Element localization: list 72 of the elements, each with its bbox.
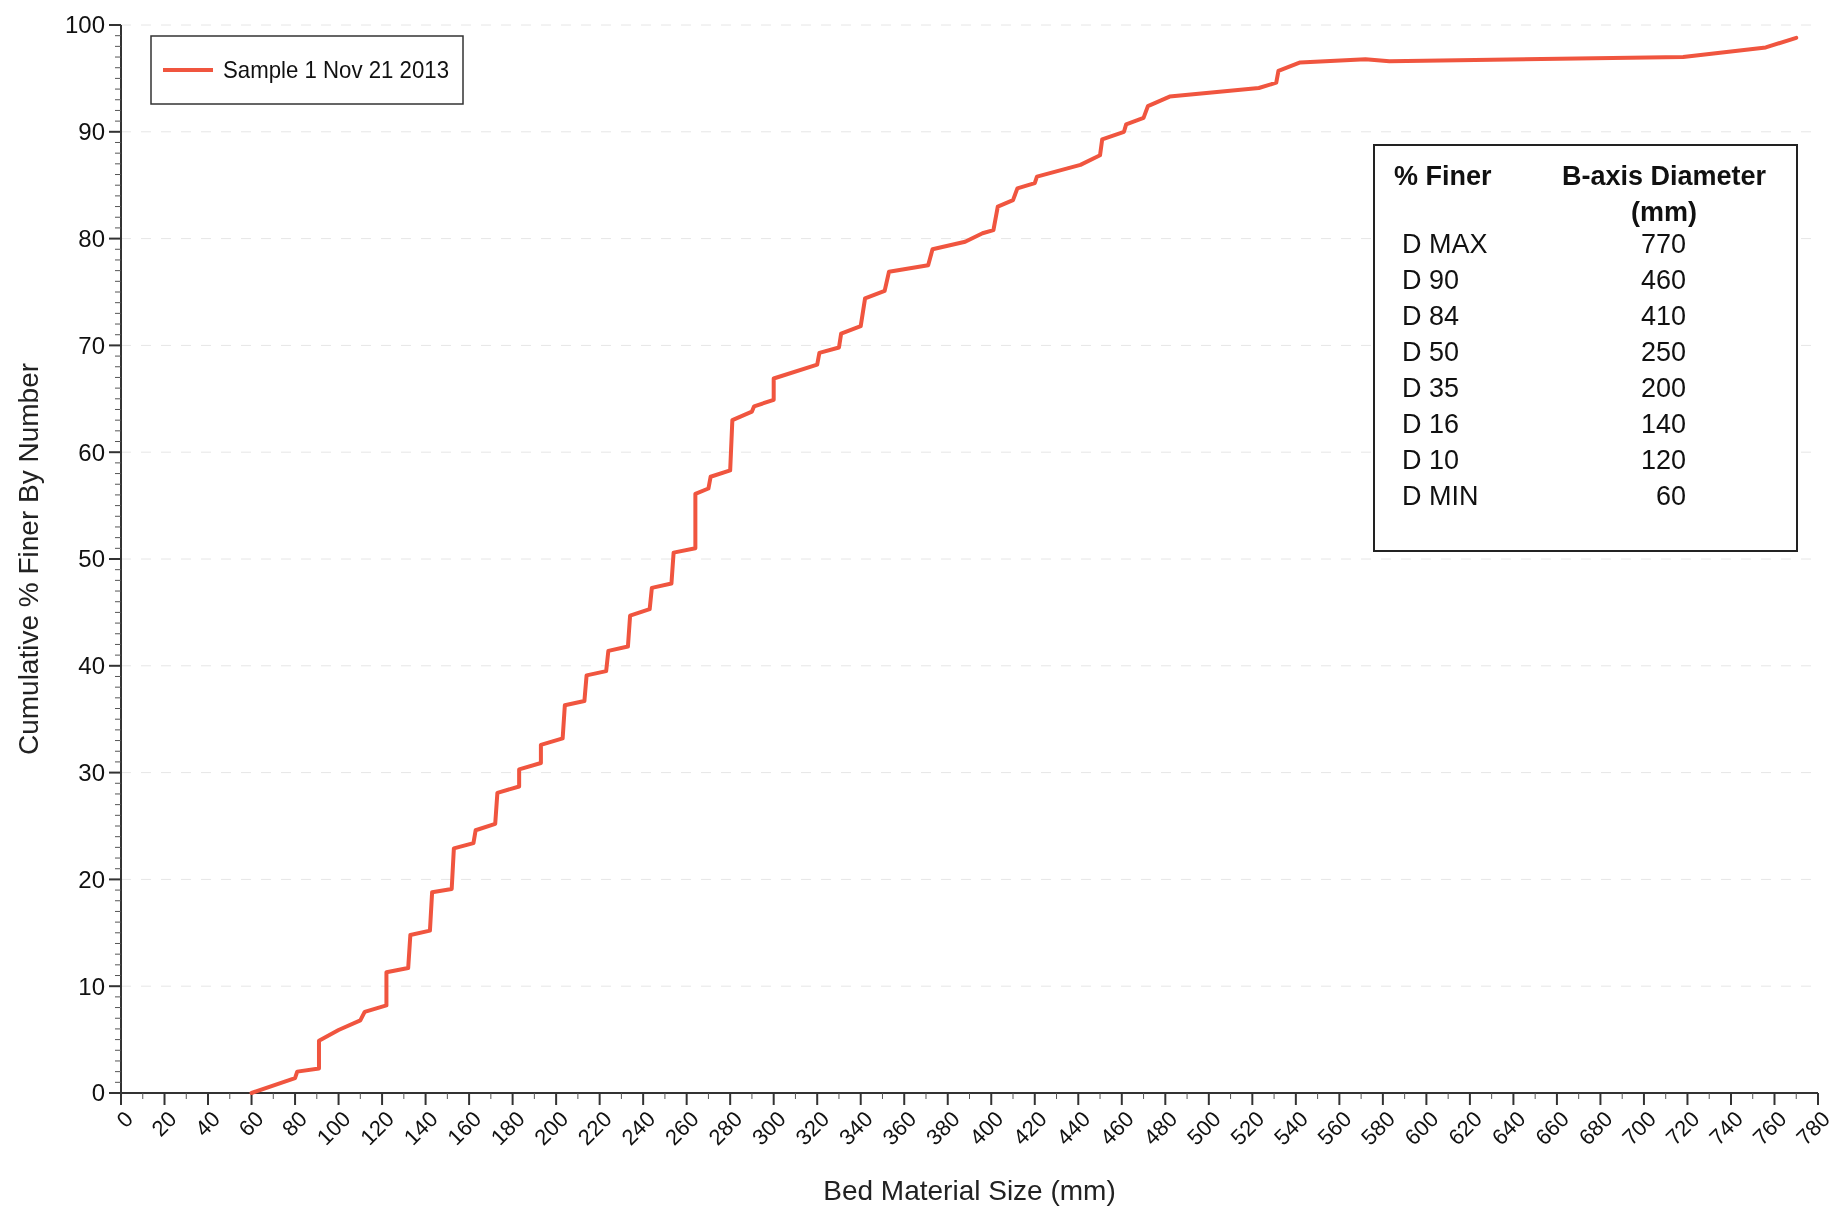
annotation: D 10: [1402, 445, 1460, 475]
x-tick-label: 420: [1008, 1106, 1052, 1150]
x-tick-label: 660: [1530, 1106, 1574, 1150]
x-tick-label: 600: [1399, 1106, 1444, 1150]
y-tick-label: 30: [78, 759, 105, 786]
x-tick-label: 240: [616, 1106, 661, 1150]
annotation: 120: [1640, 445, 1686, 475]
x-tick-label: 100: [311, 1106, 356, 1150]
y-tick-label: 70: [78, 331, 105, 359]
annotation: B-axis Diameter (mm): [1561, 161, 1767, 227]
x-tick-label: 200: [529, 1106, 574, 1150]
x-tick-label: 720: [1660, 1106, 1705, 1150]
x-tick-label: 640: [1486, 1106, 1531, 1150]
annotation: % Finer: [1394, 161, 1493, 191]
x-tick-label: 460: [1095, 1106, 1139, 1150]
annotation: D 90: [1402, 265, 1460, 295]
y-axis-title: Cumulative % Finer By Number: [13, 362, 44, 756]
annotation: 770: [1640, 229, 1686, 259]
y-tick-label: 10: [78, 972, 105, 1000]
x-tick-label: 40: [190, 1106, 226, 1142]
x-tick-label: 0: [111, 1106, 138, 1133]
annotation: 140: [1640, 409, 1686, 439]
annotation: D MAX: [1402, 229, 1488, 259]
y-tick-label: 0: [91, 1079, 105, 1107]
x-tick-label: 140: [398, 1106, 443, 1150]
x-tick-label: 760: [1747, 1106, 1792, 1150]
annotation: D MIN: [1402, 481, 1479, 511]
x-tick-label: 560: [1312, 1106, 1357, 1150]
annotation: 460: [1640, 265, 1686, 295]
x-tick-label: 180: [485, 1106, 530, 1150]
y-tick-label: 80: [78, 225, 105, 252]
legend-label: Sample 1 Nov 21 2013: [223, 56, 468, 84]
x-tick-label: 580: [1356, 1106, 1400, 1150]
x-tick-label: 80: [277, 1106, 313, 1142]
x-tick-label: 540: [1269, 1106, 1313, 1150]
y-tick-label: 40: [78, 652, 105, 680]
x-tick-label: 520: [1225, 1106, 1270, 1150]
x-tick-label: 480: [1138, 1106, 1183, 1150]
x-tick-label: 360: [877, 1106, 922, 1150]
y-tick-label: 60: [78, 438, 105, 466]
annotation: D 16: [1402, 409, 1460, 439]
x-tick-label: 120: [355, 1106, 400, 1150]
x-tick-label: 400: [964, 1106, 1009, 1150]
x-tick-label: 500: [1182, 1106, 1226, 1150]
annotation: 250: [1640, 337, 1686, 367]
y-tick-label: 20: [78, 865, 105, 893]
annotation: D 35: [1402, 373, 1460, 403]
x-tick-label: 280: [703, 1106, 748, 1150]
x-tick-label: 160: [442, 1106, 487, 1150]
x-tick-label: 380: [921, 1106, 965, 1150]
x-tick-label: 680: [1573, 1106, 1618, 1150]
x-tick-label: 60: [233, 1106, 269, 1142]
x-tick-label: 780: [1791, 1106, 1835, 1150]
annotation: 60: [1655, 481, 1686, 511]
x-tick-label: 340: [834, 1106, 878, 1150]
annotation: 200: [1640, 373, 1686, 403]
y-tick-label: 100: [64, 11, 105, 39]
x-tick-label: 300: [747, 1106, 791, 1150]
y-tick-label: 90: [78, 118, 105, 146]
x-tick-label: 20: [146, 1106, 182, 1142]
y-tick-label: 50: [78, 545, 105, 573]
x-tick-label: 620: [1443, 1106, 1487, 1150]
x-axis-title: Bed Material Size (mm): [823, 1175, 1116, 1206]
annotation: 410: [1640, 301, 1686, 331]
x-tick-label: 220: [572, 1106, 617, 1150]
x-tick-label: 440: [1051, 1106, 1096, 1150]
annotation: D 50: [1402, 337, 1460, 367]
x-tick-label: 740: [1704, 1106, 1748, 1150]
annotation: D 84: [1402, 301, 1460, 331]
x-tick-label: 700: [1617, 1106, 1661, 1150]
x-tick-label: 260: [660, 1106, 704, 1150]
x-tick-label: 320: [790, 1106, 835, 1150]
